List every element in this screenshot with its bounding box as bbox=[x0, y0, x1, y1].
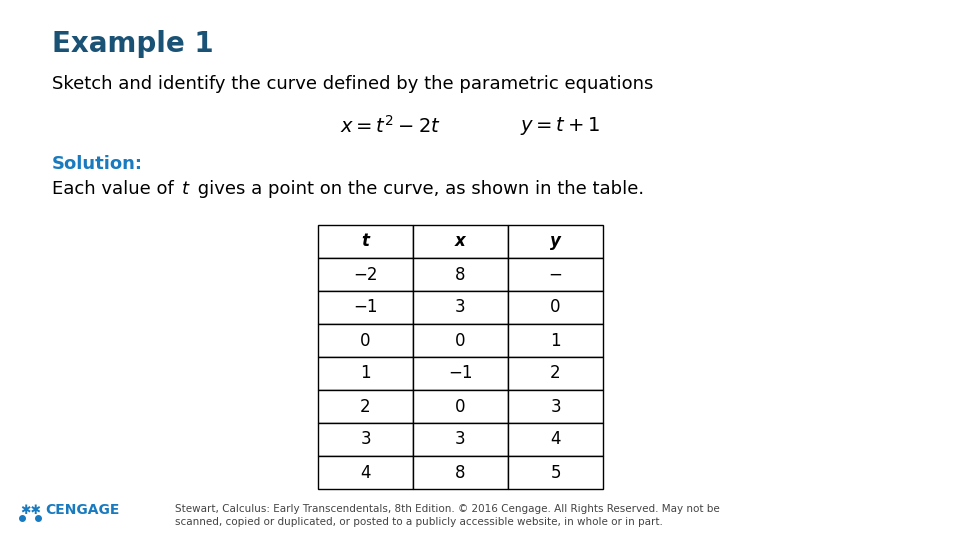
Text: Example 1: Example 1 bbox=[52, 30, 214, 58]
Text: 8: 8 bbox=[455, 463, 466, 482]
Text: −1: −1 bbox=[448, 364, 472, 382]
Bar bbox=[318, 423, 413, 456]
Bar bbox=[318, 324, 413, 357]
Bar bbox=[508, 291, 603, 324]
Text: Sketch and identify the curve defined by the parametric equations: Sketch and identify the curve defined by… bbox=[52, 75, 654, 93]
Text: t: t bbox=[362, 233, 370, 251]
Text: 1: 1 bbox=[550, 332, 561, 349]
Bar bbox=[413, 357, 508, 390]
Text: CENGAGE: CENGAGE bbox=[45, 503, 119, 517]
Text: 1: 1 bbox=[360, 364, 371, 382]
Text: ✱✱: ✱✱ bbox=[20, 503, 41, 516]
Bar bbox=[413, 423, 508, 456]
Text: $y = t + 1$: $y = t + 1$ bbox=[520, 115, 600, 137]
Text: x: x bbox=[455, 233, 466, 251]
Text: gives a point on the curve, as shown in the table.: gives a point on the curve, as shown in … bbox=[192, 180, 644, 198]
Bar bbox=[508, 456, 603, 489]
Bar bbox=[413, 324, 508, 357]
Text: $x = t^{2} - 2t$: $x = t^{2} - 2t$ bbox=[340, 115, 441, 137]
Text: 3: 3 bbox=[455, 299, 466, 316]
Bar bbox=[413, 258, 508, 291]
Text: y: y bbox=[550, 233, 561, 251]
Text: 4: 4 bbox=[360, 463, 371, 482]
Bar bbox=[318, 456, 413, 489]
Bar bbox=[413, 390, 508, 423]
Bar bbox=[508, 390, 603, 423]
Text: −: − bbox=[548, 266, 563, 284]
Bar bbox=[318, 225, 413, 258]
Bar bbox=[508, 423, 603, 456]
Text: −1: −1 bbox=[353, 299, 377, 316]
Text: 4: 4 bbox=[550, 430, 561, 449]
Bar bbox=[508, 258, 603, 291]
Text: 2: 2 bbox=[360, 397, 371, 415]
Bar bbox=[508, 225, 603, 258]
Text: 0: 0 bbox=[360, 332, 371, 349]
Text: 0: 0 bbox=[455, 332, 466, 349]
Text: t: t bbox=[182, 180, 189, 198]
Bar bbox=[318, 291, 413, 324]
Text: 0: 0 bbox=[455, 397, 466, 415]
Bar bbox=[318, 258, 413, 291]
Bar bbox=[508, 324, 603, 357]
Bar bbox=[508, 357, 603, 390]
Text: Each value of: Each value of bbox=[52, 180, 180, 198]
Bar bbox=[413, 456, 508, 489]
Bar bbox=[413, 225, 508, 258]
Text: 2: 2 bbox=[550, 364, 561, 382]
Text: Stewart, Calculus: Early Transcendentals, 8th Edition. © 2016 Cengage. All Right: Stewart, Calculus: Early Transcendentals… bbox=[175, 504, 720, 527]
Text: 3: 3 bbox=[455, 430, 466, 449]
Bar bbox=[318, 390, 413, 423]
Text: 3: 3 bbox=[550, 397, 561, 415]
Text: −2: −2 bbox=[353, 266, 377, 284]
Text: 0: 0 bbox=[550, 299, 561, 316]
Bar bbox=[413, 291, 508, 324]
Text: 3: 3 bbox=[360, 430, 371, 449]
Bar bbox=[318, 357, 413, 390]
Text: 5: 5 bbox=[550, 463, 561, 482]
Text: Solution:: Solution: bbox=[52, 155, 143, 173]
Text: 8: 8 bbox=[455, 266, 466, 284]
